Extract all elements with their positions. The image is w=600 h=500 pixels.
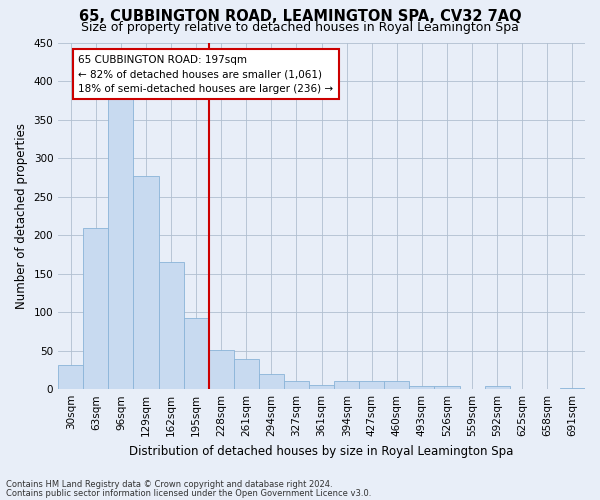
Y-axis label: Number of detached properties: Number of detached properties — [15, 123, 28, 309]
Bar — [284, 380, 309, 389]
Text: Contains public sector information licensed under the Open Government Licence v3: Contains public sector information licen… — [6, 489, 371, 498]
Bar — [434, 386, 460, 389]
Bar — [334, 380, 359, 389]
Bar — [560, 388, 585, 389]
Text: 65 CUBBINGTON ROAD: 197sqm
← 82% of detached houses are smaller (1,061)
18% of s: 65 CUBBINGTON ROAD: 197sqm ← 82% of deta… — [78, 54, 334, 94]
Bar — [309, 384, 334, 389]
X-axis label: Distribution of detached houses by size in Royal Leamington Spa: Distribution of detached houses by size … — [130, 444, 514, 458]
Bar — [359, 380, 385, 389]
Bar — [83, 228, 109, 389]
Bar — [385, 382, 409, 389]
Text: Size of property relative to detached houses in Royal Leamington Spa: Size of property relative to detached ho… — [81, 21, 519, 34]
Bar — [184, 318, 209, 389]
Bar — [133, 176, 158, 389]
Bar — [409, 386, 434, 389]
Bar — [158, 262, 184, 389]
Bar — [234, 359, 259, 389]
Text: 65, CUBBINGTON ROAD, LEAMINGTON SPA, CV32 7AQ: 65, CUBBINGTON ROAD, LEAMINGTON SPA, CV3… — [79, 9, 521, 24]
Bar — [58, 366, 83, 389]
Text: Contains HM Land Registry data © Crown copyright and database right 2024.: Contains HM Land Registry data © Crown c… — [6, 480, 332, 489]
Bar — [485, 386, 510, 389]
Bar — [259, 374, 284, 389]
Bar — [209, 350, 234, 389]
Bar — [109, 98, 133, 389]
